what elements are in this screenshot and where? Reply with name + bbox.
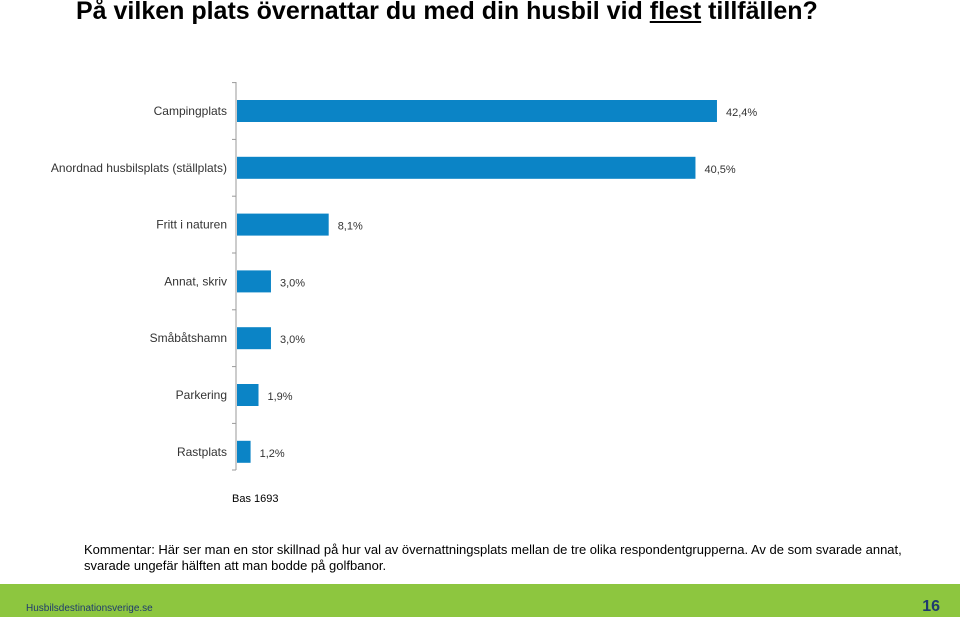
- data-label: 8,1%: [338, 221, 363, 233]
- bar: [237, 100, 717, 122]
- category-label: Småbåtshamn: [150, 331, 227, 345]
- footer-site-link[interactable]: Husbilsdestinationsverige.se: [26, 603, 153, 614]
- data-label: 40,5%: [704, 164, 735, 176]
- bar: [237, 213, 329, 236]
- data-label: 42,4%: [726, 107, 757, 119]
- data-label: 3,0%: [280, 334, 305, 346]
- category-label: Parkering: [176, 388, 227, 402]
- title-text-end: tillfällen?: [701, 0, 818, 25]
- bar: [237, 270, 271, 293]
- bar: [237, 384, 259, 406]
- title-text: På vilken plats övernattar du med din hu…: [76, 0, 650, 25]
- bar: [237, 440, 251, 463]
- page-title: På vilken plats övernattar du med din hu…: [76, 0, 818, 26]
- data-label: 3,0%: [280, 277, 305, 289]
- category-label: Fritt i naturen: [156, 218, 227, 232]
- base-note: Bas 1693: [232, 493, 279, 505]
- category-label: Campingplats: [154, 104, 227, 118]
- bar: [237, 156, 696, 179]
- category-label: Rastplats: [177, 445, 227, 459]
- category-label: Anordnad husbilsplats (ställplats): [51, 161, 227, 175]
- category-label: Annat, skriv: [164, 274, 227, 288]
- bar: [237, 327, 271, 350]
- bar-chart: Campingplats 42,4% Anordnad husbilsplats (…: [51, 82, 757, 471]
- title-underlined-word: flest: [649, 0, 702, 25]
- page-number: 16: [922, 598, 940, 615]
- data-label: 1,9%: [268, 391, 293, 403]
- data-label: 1,2%: [260, 448, 285, 460]
- footer-bar: Husbilsdestinationsverige.se 16: [0, 584, 960, 617]
- comment-text: Kommentar: Här ser man en stor skillnad …: [84, 542, 902, 573]
